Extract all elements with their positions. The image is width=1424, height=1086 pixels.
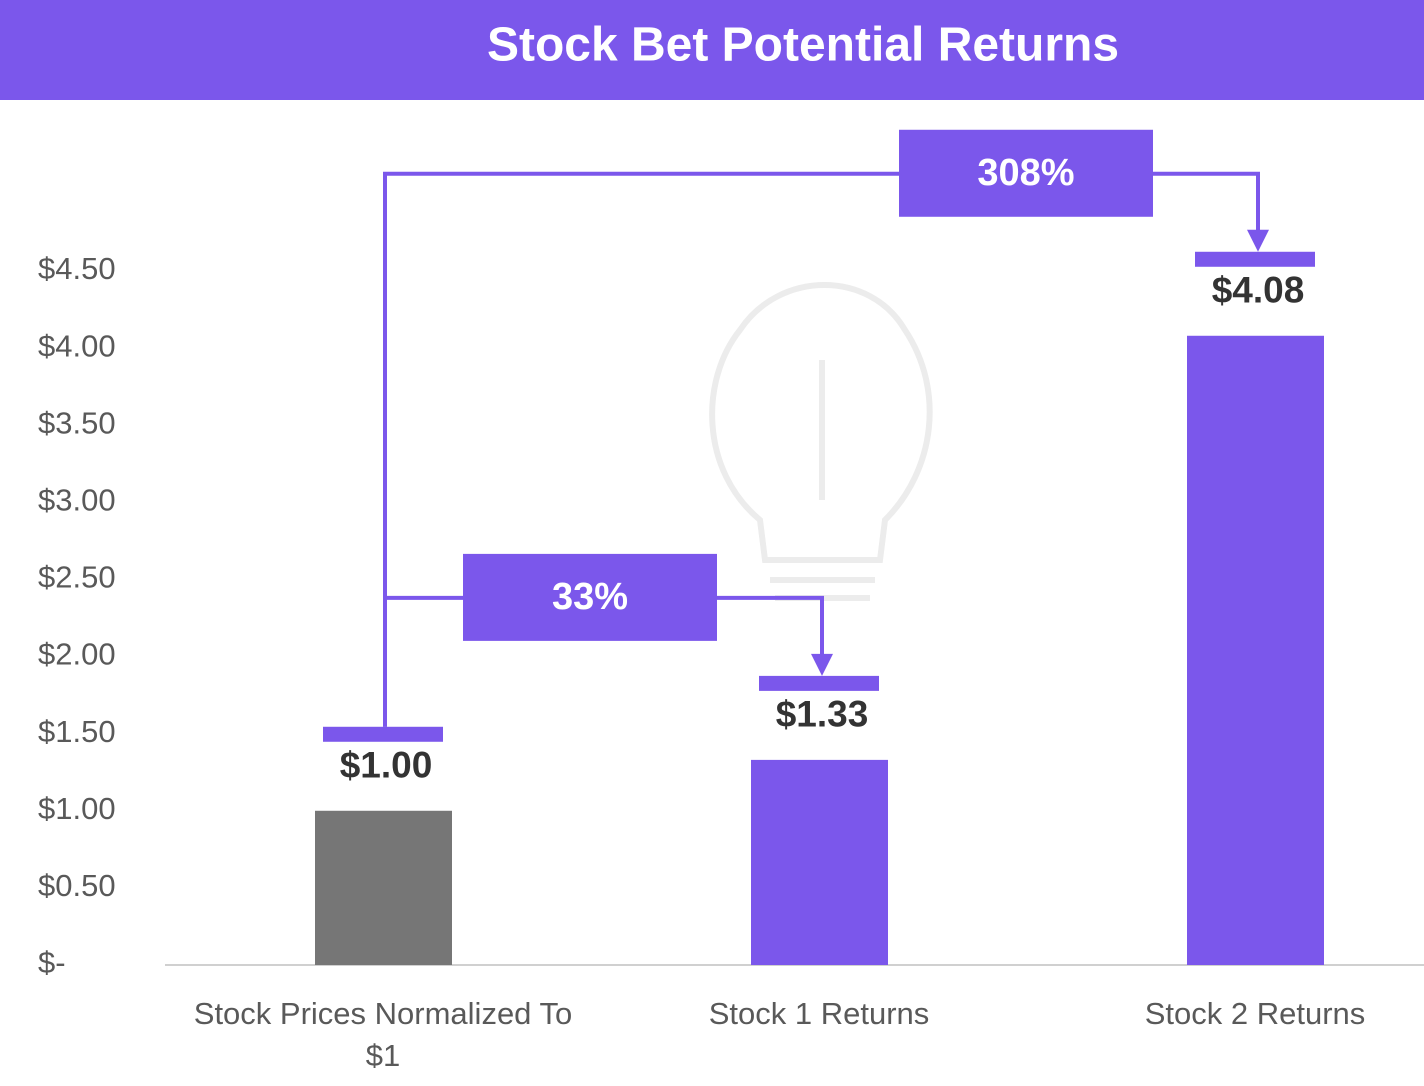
annotation-box — [899, 129, 1153, 217]
data-label: $1.00 — [340, 745, 433, 786]
watermark — [709, 282, 933, 601]
chart-title: Stock Bet Potential Returns — [487, 19, 1119, 72]
data-label: $4.08 — [1212, 270, 1305, 311]
y-tick-label: $1.50 — [38, 714, 116, 749]
y-tick-label: $- — [38, 945, 66, 980]
x-tick-label: Stock 1 Returns — [708, 996, 930, 1031]
arrow-head — [1247, 229, 1269, 252]
y-tick-label: $2.50 — [38, 560, 116, 595]
bar — [1187, 335, 1324, 966]
y-tick-label: $3.50 — [38, 405, 116, 440]
annotation-label: 33% — [552, 576, 628, 618]
label-cap — [323, 726, 443, 742]
y-tick-label: $1.00 — [38, 791, 116, 826]
label-cap — [1195, 251, 1315, 267]
annotation-box — [463, 553, 717, 641]
label-cap — [759, 675, 879, 691]
x-tick-label: Stock Prices Normalized To $1 — [193, 996, 573, 1073]
bar — [751, 759, 888, 965]
y-tick-label: $3.00 — [38, 483, 116, 518]
annotation-label: 308% — [977, 152, 1074, 194]
x-tick-label: Stock 2 Returns — [1144, 996, 1366, 1031]
y-tick-label: $4.00 — [38, 328, 116, 363]
data-label: $1.33 — [776, 694, 869, 735]
y-tick-label: $2.00 — [38, 637, 116, 672]
y-tick-label: $0.50 — [38, 868, 116, 903]
arrow-head — [811, 653, 833, 676]
annotation-arrow — [383, 171, 1260, 727]
title-bar — [0, 0, 1424, 100]
y-tick-label: $4.50 — [38, 251, 116, 286]
bar — [315, 810, 452, 965]
